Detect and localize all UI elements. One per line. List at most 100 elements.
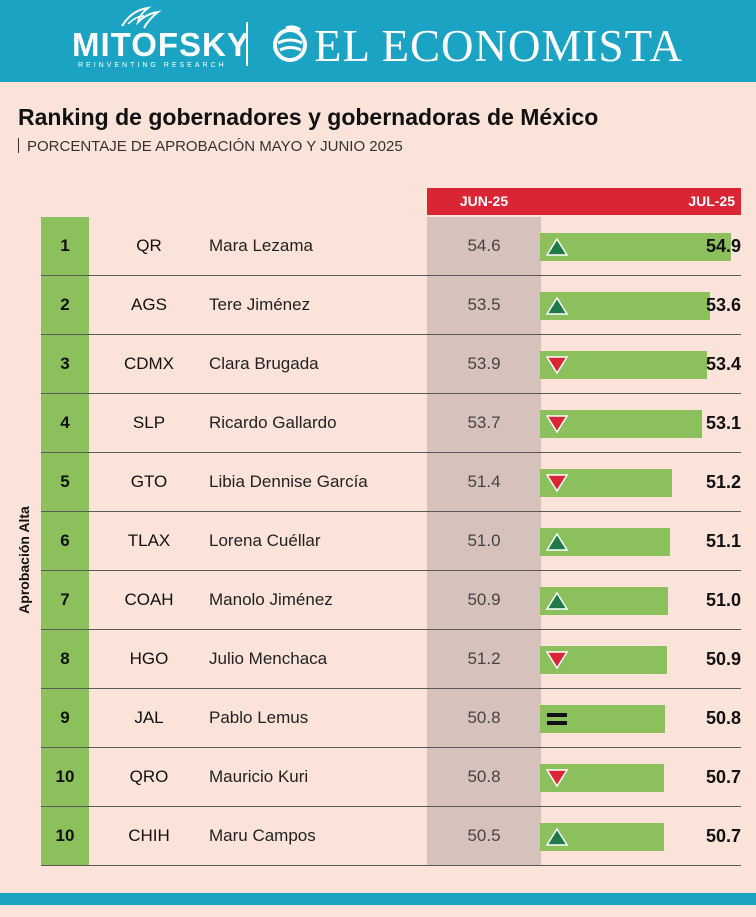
row-divider xyxy=(41,511,741,512)
state-code: QR xyxy=(136,236,162,255)
jul-bar-wrap xyxy=(540,587,668,615)
mitofsky-logo: MITOFSKY REINVENTING RESEARCH xyxy=(72,6,249,74)
jul-value: 54.9 xyxy=(705,236,741,256)
state-code: JAL xyxy=(134,708,164,727)
rank-number: 7 xyxy=(60,590,70,609)
trend-down-icon xyxy=(546,474,568,492)
brand-divider xyxy=(246,22,248,66)
el-economista-wordmark: EL ECONOMISTA xyxy=(314,21,683,71)
table-row: 5 GTO Libia Dennise García 51.4 51.2 xyxy=(41,453,741,512)
jul-value: 50.7 xyxy=(705,767,741,787)
row-divider xyxy=(41,806,741,807)
jul-bar-wrap xyxy=(540,823,664,851)
state-code: CHIH xyxy=(128,826,170,845)
state-code: GTO xyxy=(130,472,168,491)
page-title: Ranking de gobernadores y gobernadoras d… xyxy=(18,104,599,130)
jul-bar-wrap xyxy=(540,410,702,438)
jun-column-band xyxy=(427,217,541,865)
rank-number: 8 xyxy=(60,649,70,668)
jul-bar-wrap xyxy=(540,528,670,556)
state-code: AGS xyxy=(131,295,167,314)
governor-name: Lorena Cuéllar xyxy=(209,531,321,550)
governor-name: Clara Brugada xyxy=(209,354,319,373)
jul-bar xyxy=(540,410,702,438)
rank-number: 10 xyxy=(55,826,75,845)
row-divider xyxy=(41,275,741,276)
rank-column-band xyxy=(41,217,89,865)
table-row: 3 CDMX Clara Brugada 53.9 53.4 xyxy=(41,335,741,394)
governor-name: Maru Campos xyxy=(209,826,316,845)
trend-up-icon xyxy=(546,592,568,610)
state-code: TLAX xyxy=(127,531,171,550)
trend-down-icon xyxy=(546,356,568,374)
jul-value: 51.1 xyxy=(705,531,741,551)
trend-down-icon xyxy=(546,415,568,433)
governor-name: Pablo Lemus xyxy=(209,708,309,727)
state-code: CDMX xyxy=(123,354,175,373)
column-header-jul: JUL-25 xyxy=(541,188,741,215)
rank-number: 4 xyxy=(60,413,70,432)
trend-down-icon xyxy=(546,651,568,669)
subtitle-text: PORCENTAJE DE APROBACIÓN MAYO Y JUNIO 20… xyxy=(27,138,403,155)
jul-bar-wrap xyxy=(540,646,667,674)
jun-value: 53.5 xyxy=(467,295,501,314)
jul-bar-wrap xyxy=(540,233,731,261)
jul-bar xyxy=(540,233,731,261)
jul-bar-wrap xyxy=(540,705,665,733)
jul-value: 50.7 xyxy=(705,826,741,846)
state-code: HGO xyxy=(129,649,169,668)
trend-up-icon xyxy=(546,297,568,315)
jul-bar-wrap xyxy=(540,764,664,792)
governor-name: Mauricio Kuri xyxy=(209,767,309,786)
trend-up-icon xyxy=(546,533,568,551)
jul-bar-wrap xyxy=(540,292,710,320)
row-divider xyxy=(41,629,741,630)
row-divider xyxy=(41,747,741,748)
jul-value: 50.8 xyxy=(705,708,741,728)
table-row: 4 SLP Ricardo Gallardo 53.7 53.1 xyxy=(41,394,741,453)
mitofsky-wordmark: MITOFSKY xyxy=(72,26,250,63)
jul-value: 50.9 xyxy=(705,649,741,669)
jun-value: 50.8 xyxy=(467,708,501,727)
trend-up-icon xyxy=(546,828,568,846)
rank-number: 9 xyxy=(60,708,70,727)
row-divider xyxy=(41,688,741,689)
rank-number: 6 xyxy=(60,531,70,550)
jul-value: 53.1 xyxy=(705,413,741,433)
jun-value: 54.6 xyxy=(467,236,501,255)
governor-name: Libia Dennise García xyxy=(209,472,368,491)
table-row: 10 CHIH Maru Campos 50.5 50.7 xyxy=(41,807,741,866)
jun-value: 53.9 xyxy=(467,354,501,373)
rank-number: 3 xyxy=(60,354,70,373)
state-code: SLP xyxy=(132,413,166,432)
state-code: QRO xyxy=(129,767,169,786)
jun-value: 51.2 xyxy=(467,649,501,668)
footer-band xyxy=(0,893,756,905)
row-divider xyxy=(41,393,741,394)
table-row: 2 AGS Tere Jiménez 53.5 53.6 xyxy=(41,276,741,335)
rank-number: 10 xyxy=(55,767,75,786)
jul-bar xyxy=(540,292,710,320)
governor-name: Tere Jiménez xyxy=(209,295,311,314)
rank-number: 5 xyxy=(60,472,70,491)
table-row: 8 HGO Julio Menchaca 51.2 50.9 xyxy=(41,630,741,689)
governor-name: Mara Lezama xyxy=(209,236,313,255)
row-divider xyxy=(41,452,741,453)
table-row: 10 QRO Mauricio Kuri 50.8 50.7 xyxy=(41,748,741,807)
governor-name: Julio Menchaca xyxy=(209,649,328,668)
rank-number: 1 xyxy=(60,236,70,255)
jul-bar xyxy=(540,705,665,733)
table-row: 1 QR Mara Lezama 54.6 54.9 xyxy=(41,217,741,276)
table-row: 9 JAL Pablo Lemus 50.8 50.8 xyxy=(41,689,741,748)
table-row: 7 COAH Manolo Jiménez 50.9 51.0 xyxy=(41,571,741,630)
jul-value: 51.2 xyxy=(705,472,741,492)
jun-value: 53.7 xyxy=(467,413,501,432)
jun-value: 50.5 xyxy=(467,826,501,845)
state-code: COAH xyxy=(124,590,174,609)
jul-bar-wrap xyxy=(540,469,672,497)
jul-value: 51.0 xyxy=(705,590,741,610)
subtitle-rule xyxy=(18,138,19,153)
footer-base xyxy=(0,905,756,917)
el-economista-globe-icon xyxy=(273,25,307,62)
row-divider xyxy=(41,570,741,571)
